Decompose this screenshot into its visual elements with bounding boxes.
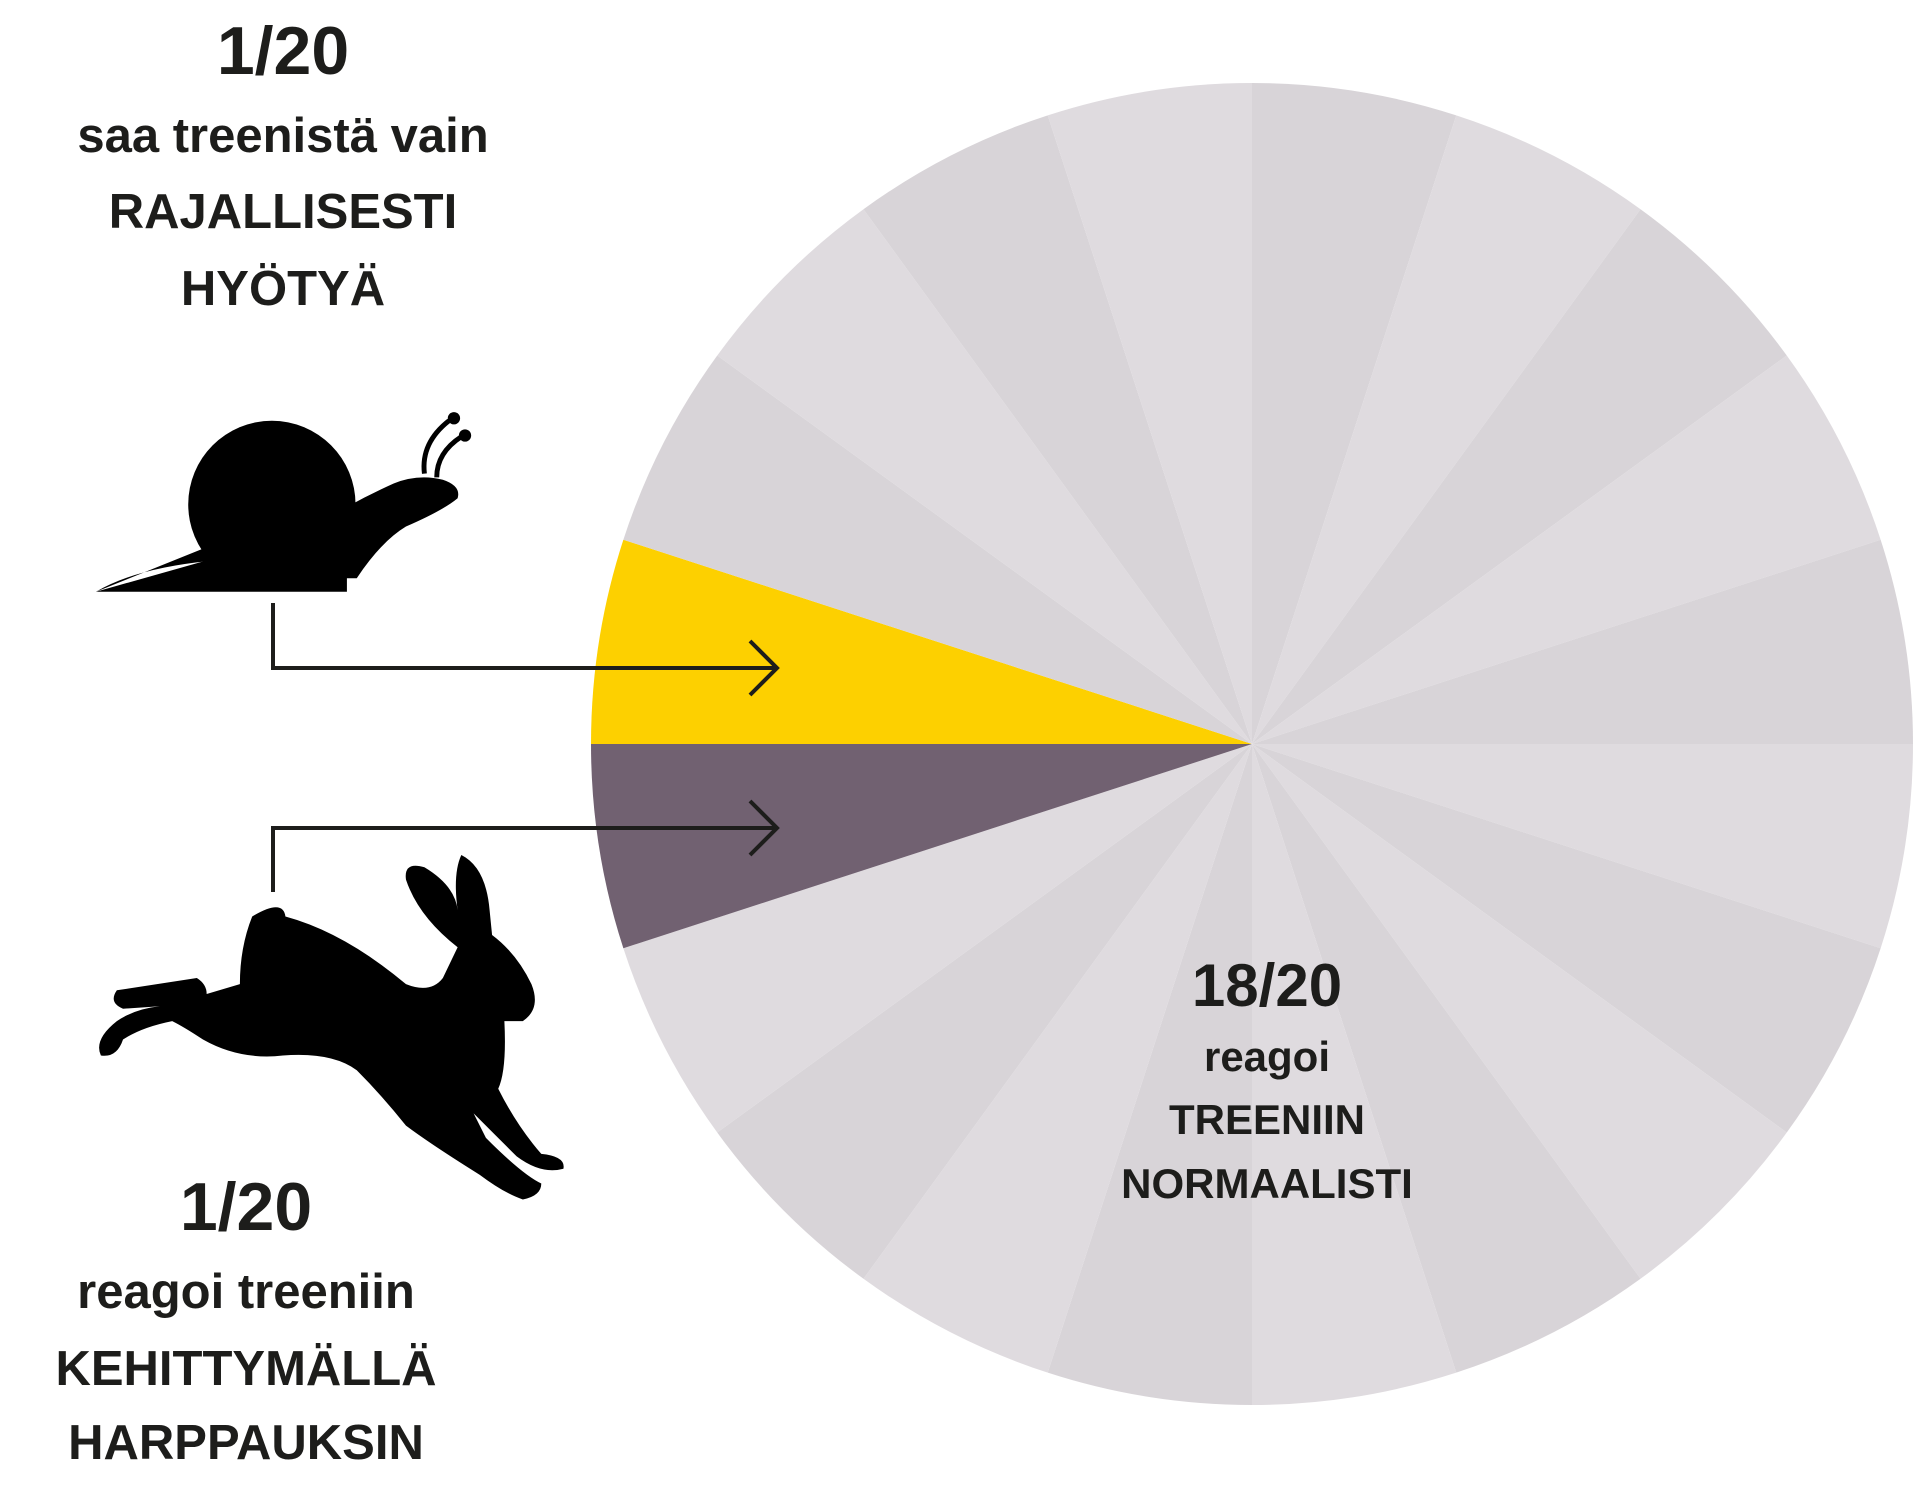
pie-slice (1252, 209, 1787, 745)
pie-slice (863, 115, 1252, 745)
annotation-line: RAJALLISESTI (109, 185, 457, 239)
pie-slice (1047, 744, 1252, 1405)
annotation-line: NORMAALISTI (1121, 1160, 1413, 1207)
pie-slice (591, 744, 1252, 949)
pie-slice (1252, 744, 1787, 1279)
pie-slice (1252, 744, 1457, 1405)
pie-slice (623, 355, 1252, 744)
pie-slice (1252, 115, 1641, 745)
annotation-line: KEHITTYMÄLLÄ (55, 1342, 436, 1396)
pie-slice (591, 539, 1252, 744)
snail-icon (95, 412, 472, 592)
annotation-line: saa treenistä vain (77, 109, 488, 163)
fraction-label: 18/20 (1192, 952, 1342, 1019)
pie-slice (1252, 744, 1881, 1133)
annotation-line: HARPPAUKSIN (68, 1416, 424, 1470)
annotation-line: TREENIIN (1169, 1096, 1365, 1143)
pie-slice (717, 209, 1252, 745)
hare-arrow (271, 799, 780, 892)
pie-slice (1047, 83, 1252, 744)
pie-slice (1252, 744, 1913, 949)
snail-arrow (271, 603, 780, 697)
pie-slice (1252, 539, 1913, 744)
annotation-line: reagoi treeniin (77, 1265, 415, 1319)
labels: 1/20 saa treenistä vain RAJALLISESTI HYÖTYÄ… (55, 13, 1412, 1470)
annotation-line: reagoi (1204, 1033, 1330, 1080)
annotation-line: HYÖTYÄ (181, 262, 385, 316)
fraction-label: 1/20 (180, 1169, 312, 1245)
pie-slice (1252, 355, 1881, 744)
pie-slice (717, 744, 1252, 1279)
pie-slice (863, 744, 1252, 1373)
pie-slice (1252, 744, 1641, 1373)
pie-slice (1252, 83, 1457, 744)
hare-icon (99, 854, 564, 1200)
fraction-label: 1/20 (217, 13, 349, 89)
pie (591, 83, 1913, 1405)
pie-slice (623, 744, 1252, 1133)
